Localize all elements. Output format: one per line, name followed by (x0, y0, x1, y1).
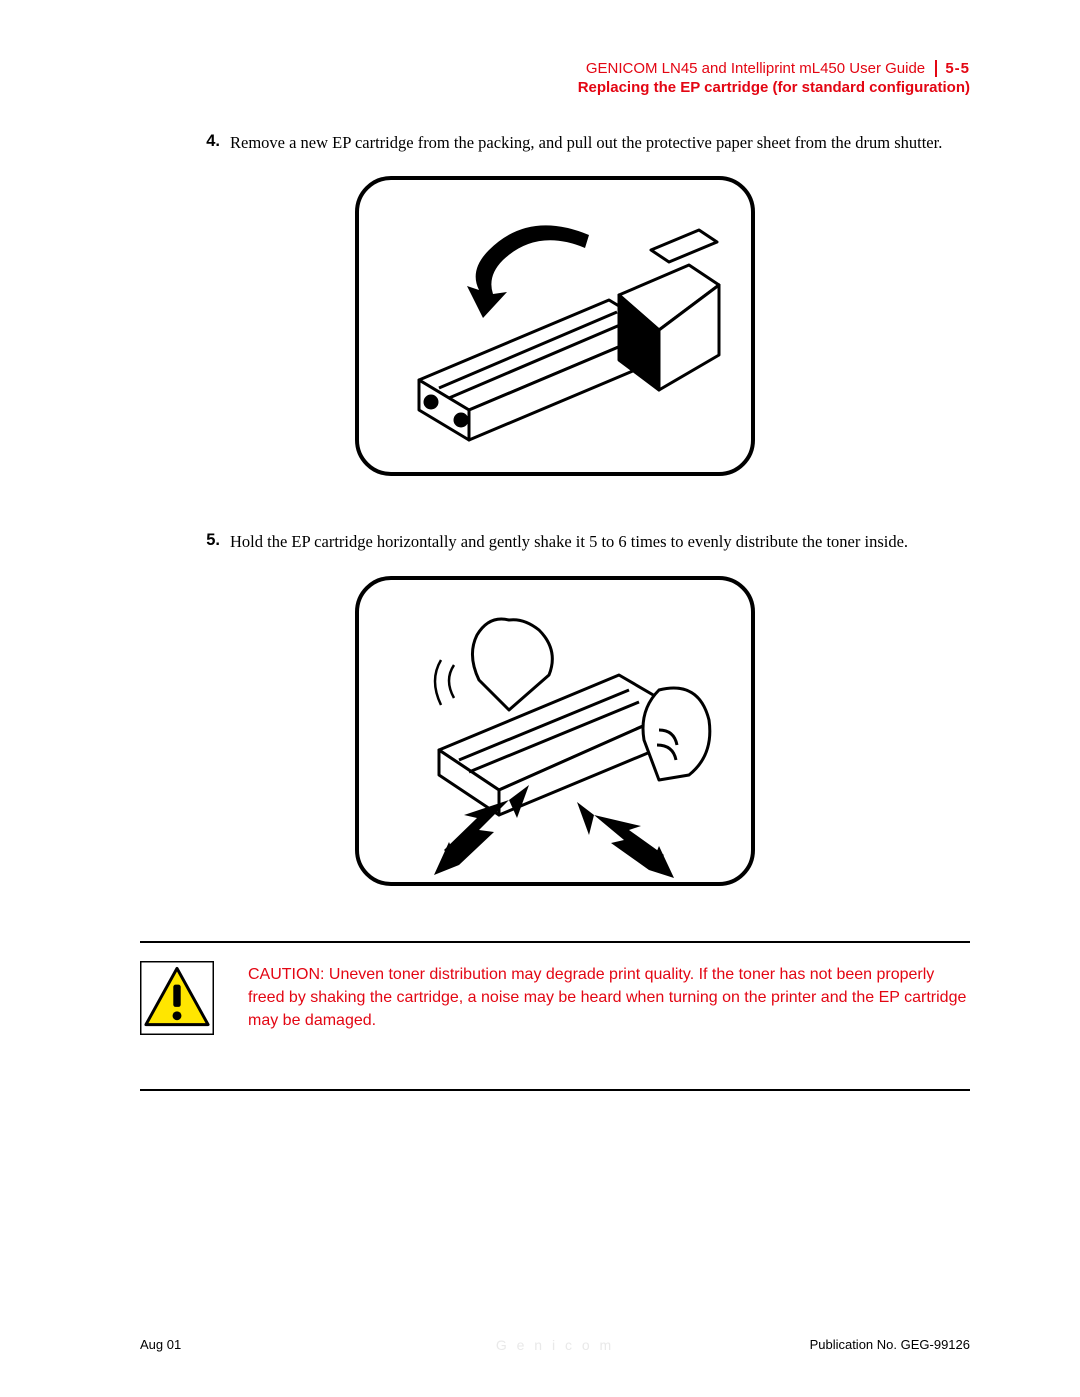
caution-block: CAUTION: Uneven toner distribution may d… (140, 961, 970, 1053)
cartridge-shake-icon (359, 580, 759, 890)
step-4: 4. Remove a new EP cartridge from the pa… (140, 132, 970, 154)
step-text: Remove a new EP cartridge from the packi… (230, 132, 970, 154)
step-5: 5. Hold the EP cartridge horizontally an… (140, 531, 970, 553)
divider-bottom (140, 1089, 970, 1091)
divider-top (140, 941, 970, 943)
warning-triangle-icon (140, 961, 214, 1035)
cartridge-pull-sheet-icon (359, 180, 759, 480)
figure-5 (355, 576, 755, 886)
page-footer: Aug 01 G e n i c o m Publication No. GEG… (140, 1337, 970, 1352)
figure-4 (355, 176, 755, 476)
page-header: GENICOM LN45 and Intelliprint mL450 User… (140, 60, 970, 96)
doc-title: GENICOM LN45 and Intelliprint mL450 User… (586, 60, 925, 77)
figure-4-wrap (140, 176, 970, 485)
step-number: 5. (140, 531, 230, 553)
step-number: 4. (140, 132, 230, 154)
figure-5-wrap (140, 576, 970, 895)
footer-brand: G e n i c o m (140, 1337, 970, 1353)
caution-text: CAUTION: Uneven toner distribution may d… (248, 961, 970, 1033)
header-line-1: GENICOM LN45 and Intelliprint mL450 User… (140, 60, 970, 77)
page: GENICOM LN45 and Intelliprint mL450 User… (0, 0, 1080, 1397)
section-title: Replacing the EP cartridge (for standard… (140, 79, 970, 96)
page-number: 5-5 (935, 60, 970, 77)
step-text: Hold the EP cartridge horizontally and g… (230, 531, 970, 553)
